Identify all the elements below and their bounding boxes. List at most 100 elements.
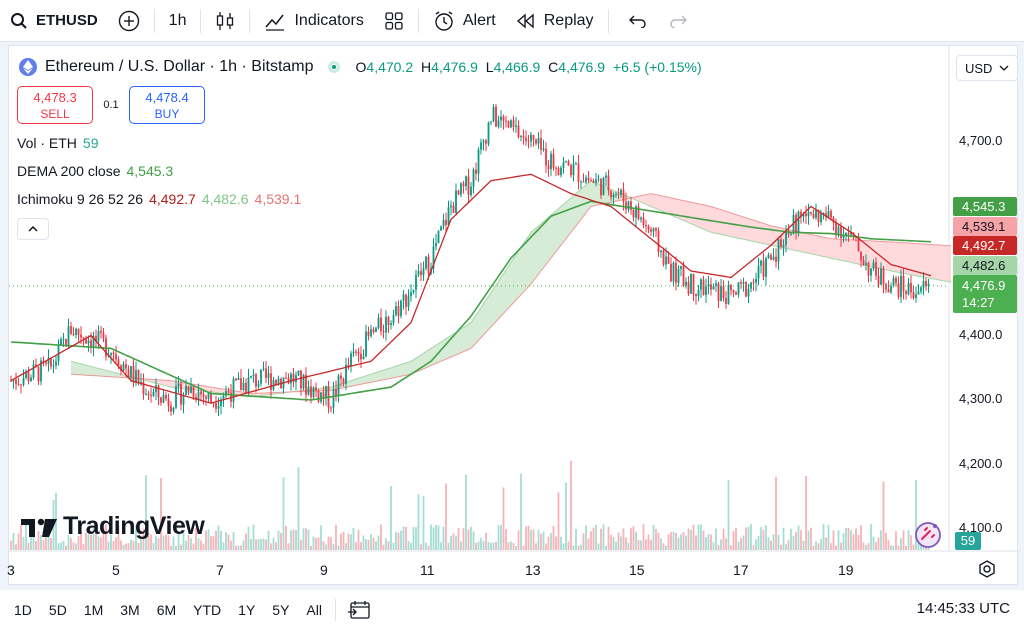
volume-bar — [915, 479, 917, 550]
candle-body — [122, 364, 125, 371]
replay-button[interactable]: Replay — [506, 0, 604, 42]
candle-body — [290, 373, 292, 384]
candle-body — [470, 186, 472, 196]
volume-bar — [372, 537, 375, 550]
candle-body — [417, 271, 420, 275]
candle-body — [667, 256, 670, 264]
range-ytd-button[interactable]: YTD — [193, 601, 222, 618]
settings-hexagon-icon[interactable] — [977, 559, 997, 579]
volume-bar — [142, 528, 145, 550]
volume-bar — [75, 543, 77, 550]
range-all-button[interactable]: All — [306, 601, 322, 618]
volume-bar — [15, 544, 17, 550]
indicators-button[interactable]: Indicators — [254, 0, 373, 42]
ichimoku-cloud-segment — [916, 243, 921, 277]
volume-bar — [855, 528, 857, 550]
chart-type-button[interactable] — [205, 0, 245, 42]
ichimoku-cloud-segment — [446, 335, 451, 360]
range-1d-button[interactable]: 1D — [14, 601, 32, 618]
undo-icon — [628, 15, 646, 28]
candle-body — [797, 211, 800, 233]
range-5y-button[interactable]: 5Y — [272, 601, 290, 618]
ichimoku-cloud-segment — [456, 329, 461, 355]
candle-body — [532, 134, 535, 140]
ichimoku-span-b-value: 4,539.1 — [254, 191, 302, 207]
range-1m-button[interactable]: 1M — [83, 601, 104, 618]
time-axis-label: 9 — [320, 562, 328, 578]
ichimoku-cloud-segment — [811, 234, 816, 255]
volume-bar — [117, 526, 120, 550]
candle-body — [85, 338, 87, 344]
ichimoku-cloud-segment — [936, 244, 941, 281]
volume-bar — [342, 531, 345, 550]
price-axis-label: 4,400.0 — [959, 327, 1003, 342]
volume-bar — [527, 525, 530, 550]
symbol-search-button[interactable]: ETHUSD — [0, 0, 108, 42]
candle-body — [222, 395, 225, 400]
interval-button[interactable]: 1h — [159, 0, 197, 42]
ichimoku-cloud-segment — [581, 185, 586, 220]
tradingview-watermark[interactable]: TradingView — [21, 512, 205, 541]
volume-bar — [560, 536, 562, 550]
candle-body — [782, 244, 785, 247]
volume-bar — [95, 525, 97, 550]
volume-bar — [330, 536, 332, 550]
candle-body — [810, 212, 812, 214]
buy-price: 4,478.4 — [145, 90, 189, 105]
date-range-calendar-icon[interactable] — [347, 599, 372, 621]
sell-button[interactable]: 4,478.3 SELL — [17, 86, 93, 124]
volume-bar — [427, 545, 430, 550]
volume-bar — [595, 524, 597, 550]
candle-body — [420, 271, 422, 276]
utc-clock[interactable]: 14:45:33 UTC — [916, 600, 1010, 617]
candle-body — [415, 274, 417, 290]
candle-body — [562, 162, 565, 168]
undo-button[interactable] — [613, 0, 663, 42]
range-6m-button[interactable]: 6M — [156, 601, 177, 618]
volume-bar — [785, 544, 787, 550]
volume-bar — [787, 540, 790, 550]
volume-bar — [430, 524, 432, 550]
volume-bar — [225, 532, 227, 550]
volume-bar — [870, 524, 872, 550]
volume-legend[interactable]: Vol · ETH 59 — [17, 135, 98, 151]
price-chart[interactable] — [9, 46, 1019, 586]
dema-legend[interactable]: DEMA 200 close 4,545.3 — [17, 163, 173, 179]
volume-bar — [557, 492, 560, 550]
candle-body — [725, 297, 727, 304]
currency-selector[interactable]: USD — [956, 55, 1018, 81]
range-3m-button[interactable]: 3M — [120, 601, 140, 618]
candle-body — [520, 135, 522, 137]
ichimoku-cloud-segment — [941, 245, 946, 282]
collapse-legend-button[interactable] — [17, 218, 49, 240]
candle-body — [697, 289, 700, 297]
ichimoku-cloud-segment — [516, 247, 521, 301]
candle-body — [167, 398, 170, 406]
range-1y-button[interactable]: 1Y — [238, 601, 256, 618]
volume-bar — [825, 537, 827, 550]
indicator-magic-icon[interactable] — [913, 520, 943, 548]
ichimoku-cloud-segment — [671, 197, 676, 218]
buy-button[interactable]: 4,478.4 BUY — [129, 86, 205, 124]
candle-body — [790, 233, 792, 235]
chart-pane[interactable]: Ethereum / U.S. Dollar · 1h · Bitstamp O… — [7, 45, 1019, 586]
candle-body — [612, 194, 615, 198]
alert-button[interactable]: Alert — [423, 0, 506, 42]
volume-bar — [82, 544, 85, 550]
ichimoku-legend[interactable]: Ichimoku 9 26 52 26 4,492.7 4,482.6 4,539.1 — [17, 191, 301, 207]
symbol-description[interactable]: Ethereum / U.S. Dollar · 1h · Bitstamp — [45, 58, 314, 75]
candle-body — [592, 180, 595, 183]
chevron-down-icon — [999, 65, 1009, 71]
candle-body — [270, 373, 272, 390]
redo-button[interactable] — [663, 0, 693, 42]
range-5d-button[interactable]: 5D — [48, 601, 67, 618]
volume-bar — [382, 544, 385, 550]
layout-button[interactable] — [374, 0, 414, 42]
compare-button[interactable] — [108, 0, 150, 42]
candle-body — [367, 331, 370, 336]
ichimoku-cloud-segment — [641, 194, 646, 205]
volume-bar — [432, 527, 435, 550]
candle-body — [192, 386, 195, 397]
candle-body — [15, 379, 17, 385]
volume-bar — [770, 540, 772, 550]
